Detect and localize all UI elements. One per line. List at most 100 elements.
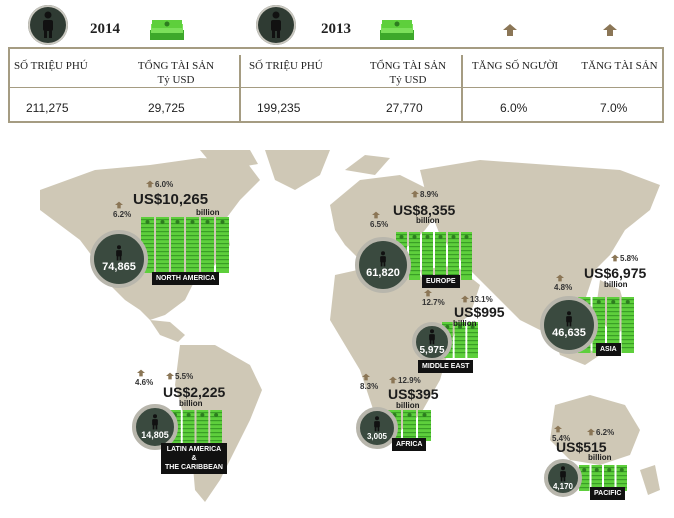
- wealth-amount: US$8,355: [393, 202, 456, 218]
- cash-icon: [150, 20, 184, 40]
- col-wealth-line1: TỔNG TÀI SẢN: [369, 60, 447, 72]
- wealth-unit: billion: [453, 319, 477, 328]
- arrow-up-icon: [137, 369, 145, 377]
- col-wealth-line1: TỔNG TÀI SẢN: [137, 60, 215, 72]
- person-icon: [380, 251, 386, 267]
- millionaire-bubble: 74,865: [90, 230, 148, 288]
- growth-people: 5.4%: [552, 434, 571, 443]
- arrow-up-icon: [611, 254, 619, 262]
- arrow-up-icon: [587, 428, 595, 436]
- col-millionaires-2014: SỐ TRIỆU PHÚ: [14, 60, 88, 72]
- wealth-unit: billion: [416, 216, 440, 225]
- millionaire-bubble: 3,005: [356, 407, 398, 449]
- person-icon: [152, 414, 158, 430]
- growth-wealth: 6.0%: [155, 180, 174, 189]
- arrow-up-icon: [554, 425, 562, 433]
- year-2014-label: 2014: [90, 21, 120, 37]
- arrow-up-icon: [362, 373, 370, 381]
- person-icon: [566, 311, 572, 327]
- cash-icon: [380, 20, 414, 40]
- cash-stack: [141, 217, 229, 273]
- wealth-unit: billion: [196, 208, 220, 217]
- growth-wealth: 12.9%: [398, 376, 421, 385]
- millionaire-bubble: 61,820: [355, 237, 411, 293]
- arrow-up-icon: [424, 289, 432, 297]
- wealth-amount: US$515: [556, 439, 607, 455]
- region-label: EUROPE: [422, 275, 460, 288]
- millionaire-count: 5,975: [419, 344, 445, 356]
- person-icon: [256, 5, 296, 45]
- growth-people: 8.3%: [360, 382, 379, 391]
- millionaire-count: 74,865: [102, 261, 136, 273]
- arrow-up-icon: [389, 376, 397, 384]
- person-icon: [374, 415, 380, 431]
- col-growth-wealth: TĂNG TÀI SẢN: [581, 60, 658, 72]
- arrow-up-icon: [411, 190, 419, 198]
- wealth-amount: US$6,975: [584, 265, 647, 281]
- table-divider: [239, 55, 241, 123]
- millionaire-count: 46,635: [552, 327, 586, 339]
- arrow-up-icon: [603, 24, 617, 36]
- growth-people: 6.5%: [370, 220, 389, 229]
- value-wealth-2014: 29,725: [148, 101, 185, 115]
- col-wealth-line2: Tỷ USD: [389, 74, 427, 86]
- arrow-up-icon: [556, 274, 564, 282]
- growth-wealth: 6.2%: [596, 428, 615, 437]
- region-label: LATIN AMERICA & THE CARIBBEAN: [161, 443, 227, 474]
- wealth-amount: US$10,265: [133, 191, 209, 208]
- wealth-amount: US$395: [388, 386, 439, 402]
- millionaire-bubble: 4,170: [544, 459, 582, 497]
- region-label: AFRICA: [392, 438, 427, 451]
- arrow-up-icon: [503, 24, 517, 36]
- col-wealth-2014: TỔNG TÀI SẢN Tỷ USD: [126, 59, 226, 87]
- millionaire-bubble: 46,635: [540, 296, 598, 354]
- value-millionaires-2013: 199,235: [257, 101, 301, 115]
- wealth-unit: billion: [179, 399, 203, 408]
- growth-wealth: 13.1%: [470, 295, 493, 304]
- arrow-up-icon: [372, 211, 380, 219]
- wealth-amount: US$2,225: [163, 384, 226, 400]
- region-label: NORTH AMERICA: [152, 272, 220, 285]
- growth-people: 4.6%: [135, 378, 154, 387]
- value-growth-wealth: 7.0%: [600, 101, 628, 115]
- col-wealth-line2: Tỷ USD: [157, 74, 195, 86]
- millionaire-count: 14,805: [141, 430, 169, 440]
- person-icon: [560, 465, 566, 481]
- growth-people: 12.7%: [422, 298, 445, 307]
- person-icon: [116, 245, 122, 261]
- person-icon: [429, 328, 435, 344]
- millionaire-count: 4,170: [552, 481, 574, 491]
- region-label-line: THE CARIBBEAN: [165, 464, 223, 471]
- growth-people: 4.8%: [554, 283, 573, 292]
- person-icon: [28, 5, 68, 45]
- value-millionaires-2014: 211,275: [26, 101, 69, 115]
- growth-wealth: 5.8%: [620, 254, 639, 263]
- col-millionaires-2013: SỐ TRIỆU PHÚ: [249, 60, 323, 72]
- table-top-border: [8, 47, 664, 49]
- region-label: ASIA: [596, 343, 621, 356]
- growth-people: 6.2%: [113, 210, 132, 219]
- col-growth-people: TĂNG SỐ NGƯỜI: [471, 60, 559, 72]
- region-label: MIDDLE EAST: [418, 360, 474, 373]
- arrow-up-icon: [146, 180, 154, 188]
- region-label-line: &: [191, 455, 197, 462]
- table-row-divider: [10, 87, 662, 88]
- col-wealth-2013: TỔNG TÀI SẢN Tỷ USD: [358, 59, 458, 87]
- arrow-up-icon: [461, 295, 469, 303]
- region-label: PACIFIC: [590, 487, 626, 500]
- growth-wealth: 5.5%: [175, 372, 194, 381]
- summary-table: [8, 47, 664, 123]
- wealth-unit: billion: [604, 280, 628, 289]
- cash-stack: [579, 465, 627, 491]
- arrow-up-icon: [115, 201, 123, 209]
- millionaire-bubble: 5,975: [412, 322, 452, 362]
- region-label-line: LATIN AMERICA: [166, 446, 222, 453]
- wealth-amount: US$995: [454, 304, 505, 320]
- arrow-up-icon: [166, 372, 174, 380]
- value-wealth-2013: 27,770: [386, 101, 423, 115]
- table-divider: [461, 55, 463, 123]
- growth-wealth: 8.9%: [420, 190, 439, 199]
- value-growth-people: 6.0%: [500, 101, 528, 115]
- millionaire-count: 61,820: [366, 267, 400, 279]
- millionaire-count: 3,005: [366, 431, 388, 441]
